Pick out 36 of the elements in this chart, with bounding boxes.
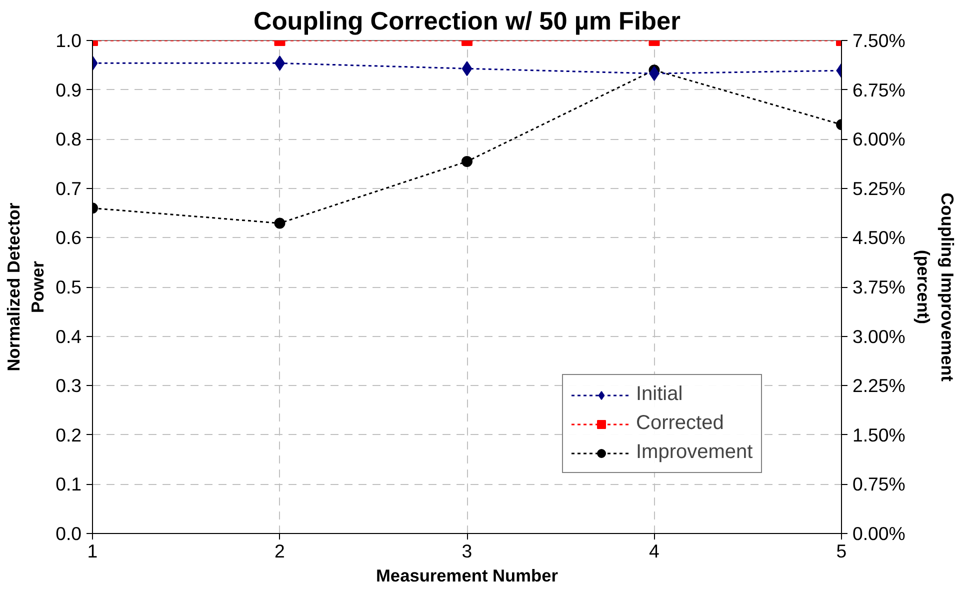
y2-tick-label: 3.75%	[852, 276, 906, 298]
y2-tick-label: 6.00%	[852, 128, 906, 150]
y-tick-label: 1.0	[56, 30, 82, 51]
point	[462, 156, 472, 167]
y2-tick-label: 7.50%	[852, 30, 906, 51]
y-tick-label: 0.1	[56, 474, 82, 495]
y-tick-label: 0.7	[56, 178, 82, 199]
y2-tick-label: 0.75%	[852, 474, 906, 495]
legend-label: Initial	[636, 383, 683, 406]
point	[274, 218, 286, 229]
y2-tick-label: 2.25%	[852, 375, 906, 396]
x-tick-label: 4	[649, 540, 660, 562]
y2-tick-label: 1.50%	[852, 424, 906, 446]
x-tick-label: 2	[274, 540, 285, 562]
y-tick-label: 0.3	[56, 375, 82, 396]
y-axis-title: Normalized Detector Power	[4, 202, 48, 372]
x-tick-label: 1	[87, 540, 98, 562]
y-tick-label: 0.6	[56, 227, 82, 248]
chart-title: Coupling Correction w/ 50 µm Fiber	[254, 8, 681, 36]
y2-tick-label: 6.75%	[852, 79, 906, 100]
x-tick-label: 3	[462, 540, 472, 562]
y2-axis-title: Coupling Improvement (percent)	[913, 192, 958, 382]
y-tick-label: 0.5	[56, 276, 82, 298]
x-axis-title: Measurement Number	[376, 566, 558, 586]
y2-tick-label: 0.00%	[852, 523, 906, 544]
y-tick-label: 0.4	[56, 326, 82, 347]
y-tick-label: 0.8	[56, 128, 82, 150]
legend-label: Improvement	[636, 441, 753, 464]
y2-tick-label: 3.00%	[852, 326, 906, 347]
y2-tick-label: 5.25%	[852, 178, 906, 199]
y-tick-label: 0.9	[56, 79, 82, 100]
y-tick-label: 0.2	[56, 424, 82, 446]
x-tick-label: 5	[836, 540, 847, 562]
y-tick-label: 0.0	[56, 523, 82, 544]
legend-label: Corrected	[636, 412, 724, 435]
y2-tick-label: 4.50%	[852, 227, 906, 248]
